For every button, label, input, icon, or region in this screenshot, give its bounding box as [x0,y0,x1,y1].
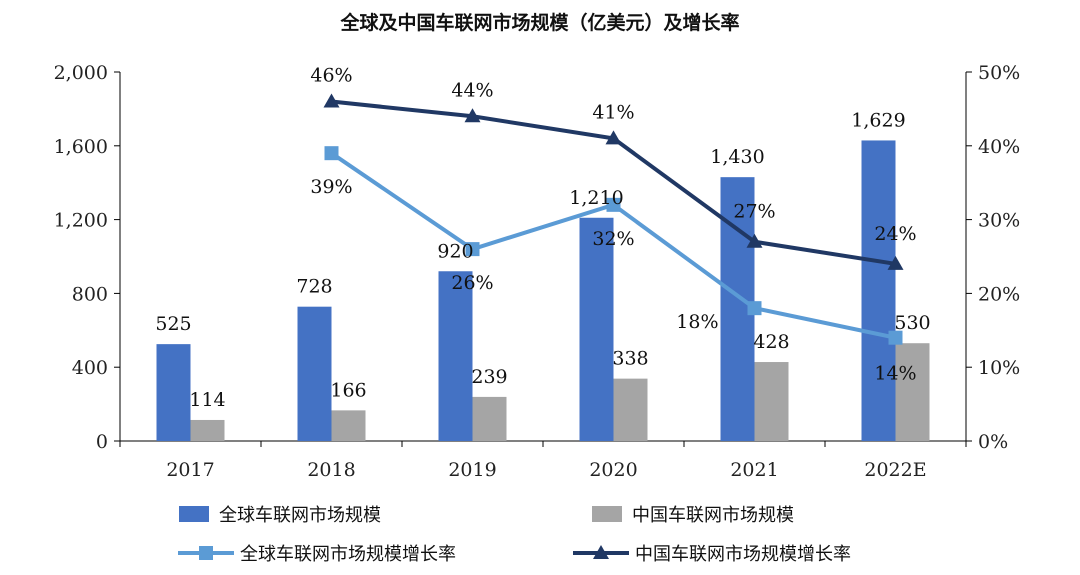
legend-swatch [179,506,209,522]
data-label-china-size: 530 [894,312,930,334]
data-label-china-size: 428 [753,331,789,353]
bar-global [156,344,191,441]
data-label-global-size: 920 [437,240,473,262]
bar-global [297,306,332,441]
legend-label: 全球车联网市场规模增长率 [240,544,456,565]
global-growth-marker [465,242,480,257]
y-right-tick-label: 10% [978,357,1020,379]
bars [156,140,930,442]
data-label-global-growth: 18% [676,311,718,333]
legend-label: 中国车联网市场规模 [632,505,794,526]
y-left-tick-label: 800 [72,283,108,305]
y-left-tick-label: 1,600 [54,136,108,158]
y-left-tick-label: 400 [72,357,108,379]
legend-marker [593,545,609,559]
data-label-global-growth: 39% [310,176,352,198]
china-growth-marker [605,130,622,145]
data-label-global-size: 1,210 [569,187,623,209]
bar-global [579,217,614,441]
china-growth-marker [464,108,481,123]
data-label-china-size: 239 [471,366,507,388]
x-tick-label: 2018 [307,459,355,481]
y-right-tick-label: 50% [978,62,1020,84]
data-label-global-size: 728 [296,276,332,298]
data-label-china-size: 338 [612,348,648,370]
bar-china [613,378,648,441]
data-label-china-growth: 46% [310,65,352,87]
data-label-china-growth: 24% [874,223,916,245]
bar-china [190,419,225,441]
bar-china [331,410,366,441]
data-label-china-growth: 27% [733,201,775,223]
x-tick-label: 2019 [448,459,496,481]
data-label-china-size: 114 [189,389,225,411]
data-label-global-size: 1,430 [710,146,764,168]
bar-china [895,343,930,441]
data-label-china-growth: 44% [451,79,493,101]
axes: 0 400 800 1,200 1,600 2,000 0% 10% 20% 30% 40% 50% 2… [54,62,1021,481]
global-growth-marker [324,146,339,161]
bar-china [754,362,789,441]
data-labels: 525 728 920 1,210 1,430 1,629 114 166 239 338 428 5… [155,65,930,411]
y-left-tick-label: 2,000 [54,62,108,84]
legend-label: 中国车联网市场规模增长率 [635,544,851,565]
legend-marker [199,546,213,560]
y-left-tick-label: 0 [96,431,108,453]
china-growth-marker [746,233,763,248]
x-tick-label: 2020 [589,459,637,481]
y-left-tick-label: 1,200 [54,210,108,232]
china-growth-marker [887,255,904,270]
data-label-global-growth: 14% [874,363,916,385]
y-right-tick-label: 40% [978,136,1020,158]
x-tick-label: 2021 [730,459,778,481]
data-label-china-size: 166 [330,379,366,401]
y-right-tick-label: 30% [978,210,1020,232]
data-label-global-growth: 26% [451,272,493,294]
legend-label: 全球车联网市场规模 [219,505,381,526]
global-growth-marker [606,197,621,212]
china-growth-marker [323,93,340,108]
data-label-global-size: 1,629 [851,109,905,131]
bar-china [472,396,507,441]
x-tick-label: 2017 [166,459,214,481]
y-right-tick-label: 0% [978,431,1008,453]
chart-title: 全球及中国车联网市场规模（亿美元）及增长率 [340,12,740,34]
global-growth-marker [888,330,903,345]
y-right-tick-label: 20% [978,283,1020,305]
x-tick-label: 2022E [864,459,926,481]
legend-swatch [592,506,622,522]
data-label-china-growth: 41% [592,101,634,123]
lines [323,93,904,345]
global-growth-marker [747,301,762,316]
bar-global [861,140,896,441]
data-label-global-size: 525 [155,313,191,335]
data-label-global-growth: 32% [592,228,634,250]
bar-global [438,271,473,441]
